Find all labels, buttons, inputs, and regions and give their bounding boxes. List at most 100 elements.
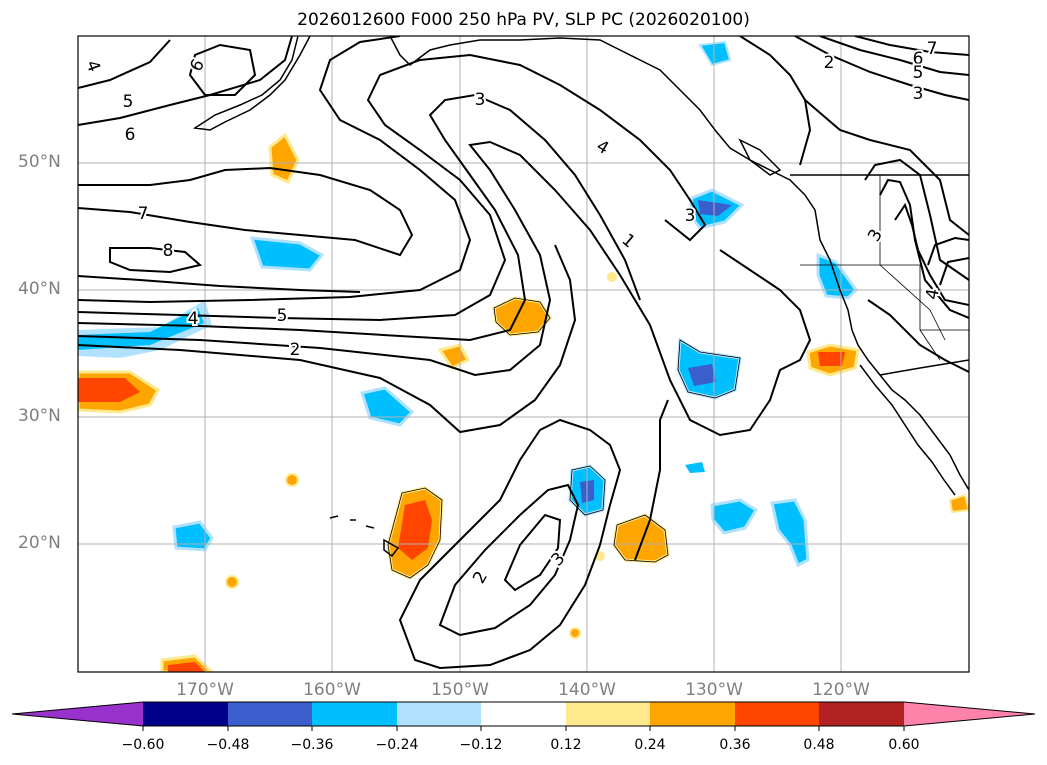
lon-label: 120°W: [812, 680, 870, 700]
colorbar-bin: [481, 702, 566, 726]
contour-label: 7: [927, 39, 938, 59]
contour-label: 6: [913, 49, 924, 69]
slp-contour: [78, 166, 414, 257]
map-frame: [77, 35, 970, 673]
contour-label: 2: [290, 340, 301, 360]
pv-positive-blob: [225, 575, 239, 589]
pv-positive-blob: [398, 500, 432, 560]
pv-outline: [677, 339, 741, 399]
colorbar-tick-label: 0.60: [888, 737, 920, 753]
graticule: [78, 36, 969, 672]
colorbar-tick-label: 0.36: [719, 737, 751, 753]
contour-label: 3: [913, 84, 924, 104]
state-border: [879, 264, 946, 341]
pv-negative-blob: [816, 252, 858, 300]
slp-contour: [927, 236, 969, 266]
colorbar-tick-label: −0.12: [459, 737, 503, 753]
contour-label: 5: [913, 63, 924, 83]
pv-positive-blob: [948, 493, 969, 514]
colorbar-tick-label: 0.12: [550, 737, 582, 753]
colorbar-bin: [228, 702, 312, 726]
pv-positive-blob: [569, 627, 581, 639]
lon-label: 130°W: [685, 680, 743, 700]
colorbar-tick-label: −0.36: [290, 737, 334, 753]
colorbar-bin: [650, 702, 735, 726]
pv-negative-blob: [360, 386, 415, 427]
colorbar-under-extension: [12, 702, 143, 726]
pv-anomaly-fill: [78, 40, 969, 672]
pv-negative-blob: [685, 462, 705, 473]
slp-contour: [867, 299, 969, 373]
vancouver-island: [738, 138, 782, 176]
lon-label: 140°W: [558, 680, 616, 700]
slp-contour: [804, 99, 969, 236]
slp-contour: [78, 244, 577, 434]
hawaii: [329, 515, 400, 558]
slp-contour: [78, 36, 472, 304]
colorbar-bin: [735, 702, 819, 726]
contour-label: 2: [824, 53, 835, 73]
alaska-gulf-coast: [389, 36, 806, 196]
contour-label: 3: [685, 206, 696, 226]
pv-negative-blob: [710, 498, 759, 535]
slp-contour: [109, 247, 203, 274]
contour-label: 4: [188, 309, 199, 329]
pv-positive-blob: [168, 662, 205, 672]
slp-contour: [438, 483, 580, 637]
pv-positive-blob: [437, 343, 471, 370]
contour-label: 8: [163, 241, 174, 261]
slp-contour: [864, 158, 969, 281]
slp-contour: [78, 140, 812, 437]
colorbar: [11, 701, 1036, 731]
state-border: [879, 175, 969, 331]
pv-positive-blob: [818, 352, 845, 366]
slp-contours: [78, 36, 969, 670]
slp-contour: [78, 93, 641, 342]
slp-contour: [894, 202, 969, 306]
pv-negative-blob: [698, 40, 732, 67]
pv-outline: [569, 465, 606, 516]
colorbar-tick-label: −0.24: [375, 737, 419, 753]
colorbar-bin: [312, 702, 397, 726]
slp-contour: [78, 275, 361, 293]
pv-negative-blob: [770, 498, 810, 568]
pv-positive-blob: [78, 378, 140, 402]
baja-coast: [859, 364, 956, 496]
contour-label: 3: [475, 90, 486, 110]
slp-contour: [739, 36, 812, 166]
slp-contour: [78, 53, 707, 322]
lat-label: 40°N: [18, 279, 61, 299]
pv-positive-blob: [607, 272, 617, 282]
contour-label: 7: [138, 204, 149, 224]
colorbar-tick-label: 0.24: [634, 737, 666, 753]
slp-contour: [794, 36, 969, 101]
contour-label: 5: [277, 306, 288, 326]
slp-contour: [879, 178, 969, 319]
lon-label: 150°W: [431, 680, 489, 700]
pv-positive-blob: [285, 473, 299, 487]
map-title: 2026012600 F000 250 hPa PV, SLP PC (2026…: [297, 10, 750, 30]
pv-negative-blob: [698, 200, 732, 216]
pv-negative-blob: [249, 236, 325, 272]
slp-contour: [634, 399, 669, 561]
colorbar-tick-label: 0.48: [803, 737, 835, 753]
colorbar-tick-label: −0.60: [121, 737, 165, 753]
slp-contour: [819, 36, 969, 76]
bc-coast: [804, 194, 969, 491]
colorbar-bin: [819, 702, 904, 726]
pv-negative-blob: [78, 308, 204, 350]
contour-label: 5: [123, 92, 134, 112]
colorbar-bin: [566, 702, 650, 726]
pv-positive-blob: [492, 296, 552, 337]
lon-label: 170°W: [176, 680, 234, 700]
lat-label: 20°N: [18, 533, 61, 553]
slp-contour: [503, 513, 562, 592]
colorbar-tick-label: −0.48: [206, 737, 250, 753]
pv-outline: [613, 514, 669, 563]
colorbar-bin: [143, 702, 228, 726]
lat-label: 50°N: [18, 152, 61, 172]
coastlines: [192, 36, 969, 558]
us-mexico-border: [879, 359, 969, 376]
slp-contour: [854, 36, 969, 56]
